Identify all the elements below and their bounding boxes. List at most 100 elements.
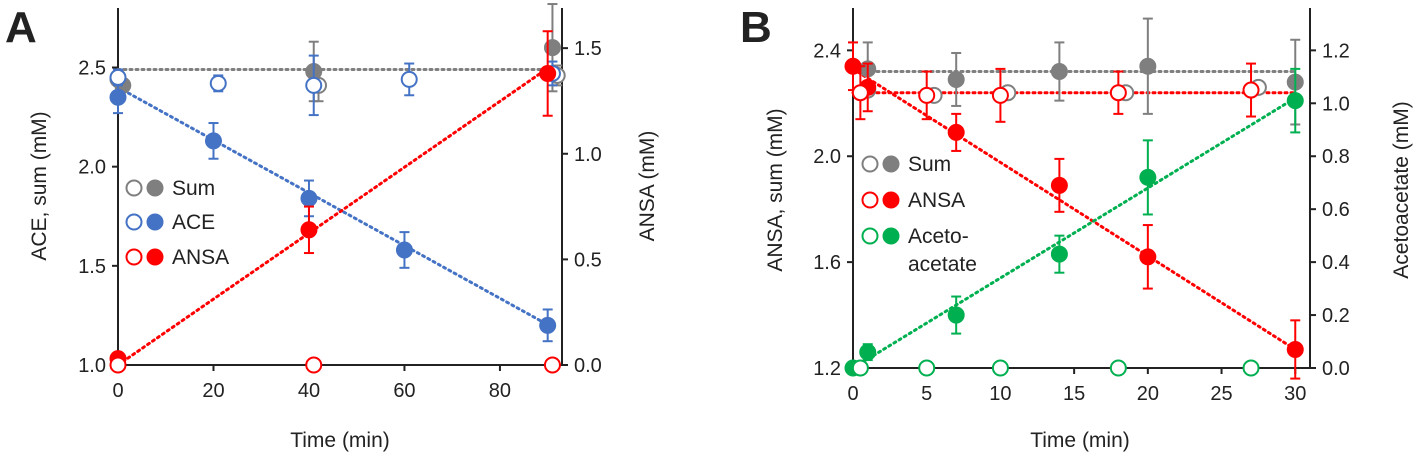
data-point-ace-filled [204, 132, 222, 150]
y2-tick-label: 0.4 [1322, 252, 1350, 274]
legend-acetoacetate-label: Aceto- [908, 225, 969, 248]
x-tick-label: 25 [1210, 383, 1232, 405]
legend-acetoacetate-open-marker [861, 227, 879, 245]
panel-a: A 0 20 40 60 80 1.0 1.5 2.0 2.5 0.0 0.5 1.0 1.5 Ti… [5, 3, 659, 452]
fit-line-acetoacetate [851, 96, 1297, 370]
x-tick-label: 80 [489, 380, 511, 402]
data-point-sum-filled [1050, 63, 1068, 81]
data-point-acetoacetate-open [991, 359, 1009, 377]
legend-acetoacetate-label-line2: acetate [908, 253, 977, 276]
panel-b-x-label: Time (min) [1030, 429, 1130, 452]
panel-a-letter: A [5, 3, 37, 52]
legend-sum-label: Sum [908, 153, 951, 176]
data-point-ace-filled [539, 316, 557, 334]
y2-tick-label: 1.2 [1322, 40, 1350, 62]
legend-ansa-label: ANSA [908, 189, 965, 212]
data-point-ace-open [305, 76, 323, 94]
y2-tick-label: 1.0 [1322, 93, 1350, 115]
panel-b-y2-label: Acetoacetate (mM) [1390, 101, 1413, 278]
data-point-ansa-open [109, 356, 127, 374]
legend-sum-filled-marker [146, 179, 164, 197]
y-tick-label: 2.5 [78, 58, 106, 80]
y2-tick-label: 0.2 [1322, 305, 1350, 327]
panel-b-legend: Sum ANSA Aceto- acetate [861, 153, 977, 276]
legend-acetoacetate-filled-marker [882, 227, 900, 245]
data-point-ansa-filled [300, 221, 318, 239]
data-point-sum-filled [947, 70, 965, 88]
legend-ansa-open-marker [125, 248, 143, 266]
legend-ace-label: ACE [172, 211, 215, 234]
x-tick-label: 20 [1137, 383, 1159, 405]
data-point-sum-filled [543, 39, 561, 57]
panel-b-points [844, 17, 1304, 380]
legend-ace-open-marker [125, 213, 143, 231]
panel-a-y-label: ACE, sum (mM) [28, 111, 51, 260]
panel-b-y-label: ANSA, sum (mM) [764, 108, 787, 271]
data-point-ansa-open [305, 356, 323, 374]
x-tick-label: 10 [989, 383, 1011, 405]
panel-b-fit-lines [851, 67, 1297, 370]
y-tick-label: 2.0 [78, 157, 106, 179]
data-point-acetoacetate-open [1109, 359, 1127, 377]
data-point-acetoacetate-filled [1139, 168, 1157, 186]
y2-tick-label: 0.5 [574, 249, 602, 271]
panel-b: B 0 5 10 15 20 25 30 1.2 1.6 2.0 2.4 0.0 0.2 0.4 0.6… [740, 3, 1413, 452]
data-point-ansa-open [543, 356, 561, 374]
panel-b-letter: B [740, 3, 772, 52]
panel-a-y2-label: ANSA (mM) [636, 131, 659, 242]
data-point-sum-filled [1139, 57, 1157, 75]
y2-tick-label: 0.8 [1322, 146, 1350, 168]
data-point-ansa-filled [1139, 248, 1157, 266]
data-point-ace-open [400, 70, 418, 88]
fit-line-ace [116, 85, 554, 329]
data-point-ace-filled [300, 189, 318, 207]
x-tick-label: 0 [847, 383, 858, 405]
data-point-ace-open [209, 74, 227, 92]
data-point-acetoacetate-filled [1286, 92, 1304, 110]
y2-tick-label: 0.0 [1322, 358, 1350, 380]
legend-ansa-open-marker [861, 191, 879, 209]
y2-tick-label: 1.5 [574, 38, 602, 60]
data-point-acetoacetate-open [1242, 359, 1260, 377]
panel-a-y-ticks: 1.0 1.5 2.0 2.5 [78, 58, 118, 377]
legend-ansa-filled-marker [146, 248, 164, 266]
fit-line-ansa [116, 63, 554, 367]
data-point-ansa-filled [1050, 176, 1068, 194]
y2-tick-label: 0.6 [1322, 199, 1350, 221]
data-point-ansa-filled [539, 64, 557, 82]
data-point-ace-filled [109, 88, 127, 106]
x-tick-label: 20 [202, 380, 224, 402]
panel-a-x-label: Time (min) [290, 429, 390, 452]
legend-ansa-label: ANSA [172, 246, 229, 269]
data-point-acetoacetate-open [918, 359, 936, 377]
x-tick-label: 40 [298, 380, 320, 402]
data-point-ansa-filled [947, 123, 965, 141]
legend-sum-open-marker [125, 179, 143, 197]
panel-a-fit-lines [116, 63, 554, 367]
panel-a-legend: Sum ACE ANSA [125, 177, 229, 269]
data-point-ansa-open [918, 86, 936, 104]
data-point-acetoacetate-open [851, 359, 869, 377]
data-point-ace-open [109, 68, 127, 86]
panel-a-y2-ticks: 0.0 0.5 1.0 1.5 [562, 38, 602, 377]
data-point-ace-filled [395, 241, 413, 259]
y-tick-label: 2.4 [813, 40, 841, 62]
x-tick-label: 5 [921, 383, 932, 405]
data-point-ansa-open [1109, 84, 1127, 102]
legend-ace-filled-marker [146, 213, 164, 231]
data-point-acetoacetate-filled [859, 343, 877, 361]
data-point-acetoacetate-filled [947, 306, 965, 324]
legend-ansa-filled-marker [882, 191, 900, 209]
data-point-acetoacetate-filled [1050, 245, 1068, 263]
x-tick-label: 15 [1063, 383, 1085, 405]
x-tick-label: 30 [1284, 383, 1306, 405]
y-tick-label: 1.6 [813, 252, 841, 274]
panel-a-x-ticks: 0 20 40 60 80 [112, 365, 511, 402]
panel-a-points [109, 3, 566, 374]
y2-tick-label: 1.0 [574, 144, 602, 166]
legend-sum-label: Sum [172, 177, 215, 200]
y2-tick-label: 0.0 [574, 355, 602, 377]
data-point-ansa-open [1242, 81, 1260, 99]
x-tick-label: 0 [112, 380, 123, 402]
